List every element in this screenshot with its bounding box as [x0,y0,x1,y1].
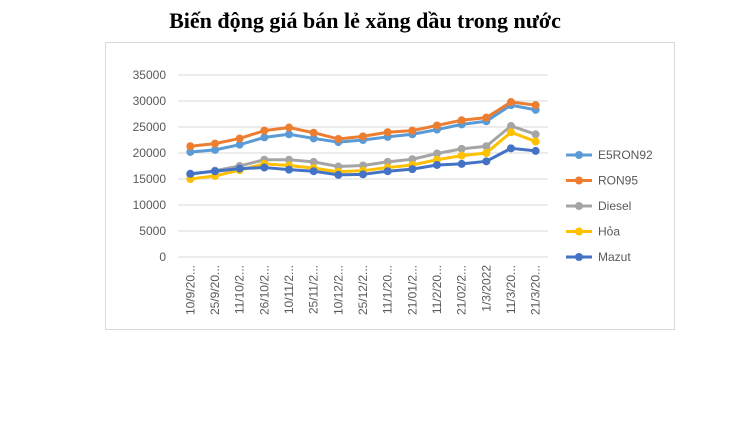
data-point [383,167,392,176]
series-group [186,98,540,183]
data-point [285,155,293,164]
data-point [359,170,367,179]
data-point [309,167,318,176]
data-point [309,134,318,143]
y-tick-label: 5000 [139,224,166,238]
x-tick-label: 10/12/2... [331,265,345,315]
data-point [309,157,318,166]
data-point [531,101,540,110]
data-point [285,123,293,132]
data-point [457,151,466,160]
y-tick-label: 10000 [133,198,167,212]
legend-label: Diesel [598,199,631,213]
data-point [457,144,466,153]
chart-frame [105,42,675,330]
data-point [433,121,441,130]
data-point [531,130,540,139]
x-tick-label: 10/9/20... [183,265,197,315]
data-point [285,165,293,174]
data-point [235,164,244,173]
x-tick-label: 21/3/20... [529,265,543,315]
data-point [186,169,195,178]
x-tick-label: 10/11/2... [282,265,296,314]
data-point [260,133,269,142]
legend-item-hỏa[interactable]: Hỏa [566,225,620,239]
legend-label: Mazut [598,250,631,264]
data-point [482,149,491,157]
x-axis: 10/9/20... 25/9/20... 11/10/2... 26/10/2...… [183,265,542,315]
data-point [531,146,540,155]
x-tick-label: 25/11/2... [307,265,321,314]
y-tick-label: 15000 [133,172,167,186]
legend-swatch-marker [575,227,583,236]
legend-label: Hỏa [598,225,620,239]
legend-item-mazut[interactable]: Mazut [566,250,631,264]
data-point [507,98,515,107]
x-tick-label: 1/3/2022 [479,265,493,312]
data-point [408,165,417,174]
data-point [334,170,343,179]
data-point [482,157,491,166]
x-tick-label: 25/12/2... [356,265,370,315]
data-point [359,132,367,141]
y-tick-label: 0 [159,250,166,264]
data-point [433,149,441,158]
legend-label: RON95 [598,174,638,188]
data-point [285,130,293,139]
x-tick-label: 26/10/2... [257,265,271,315]
gridlines [178,74,548,258]
legend-swatch-marker [575,202,583,210]
x-tick-label: 11/3/20... [504,265,518,314]
legend-item-ron95[interactable]: RON95 [566,174,638,188]
y-tick-label: 20000 [133,146,167,160]
y-axis: 0 5000 10000 15000 20000 25000 30000 35000 [133,68,167,264]
data-point [260,126,269,135]
data-point [211,139,219,148]
y-tick-label: 35000 [133,68,167,82]
data-point [383,128,392,137]
data-point [482,113,491,122]
data-point [507,128,515,137]
data-point [507,121,515,130]
legend[interactable]: E5RON92 RON95 Diesel Hỏa Mazut [566,148,653,264]
data-point [211,167,219,176]
x-tick-label: 21/02/2... [455,265,469,315]
data-point [186,142,195,151]
legend-swatch-marker [575,151,583,159]
x-tick-label: 11/2/20... [430,265,444,314]
data-point [334,134,343,143]
data-point [186,147,195,156]
legend-swatch-marker [575,176,583,185]
chart-title: Biến động giá bán lẻ xăng dầu trong nước [169,8,561,33]
data-point [457,159,466,168]
x-tick-label: 21/01/2... [405,265,419,315]
data-point [235,140,244,149]
data-point [211,145,219,154]
data-point [260,163,269,172]
legend-item-diesel[interactable]: Diesel [566,199,631,213]
legend-label: E5RON92 [598,148,653,162]
legend-item-e5ron92[interactable]: E5RON92 [566,148,653,162]
data-point [433,160,441,169]
data-point [383,157,392,166]
legend-swatch-marker [575,253,583,261]
data-point [408,155,417,164]
x-tick-label: 11/1/20... [381,265,395,314]
y-tick-label: 25000 [133,120,167,134]
data-point [408,126,417,135]
data-point [482,142,491,151]
data-point [309,128,318,137]
data-point [507,144,515,153]
x-tick-label: 11/10/2... [233,265,247,314]
data-point [235,134,244,143]
y-tick-label: 30000 [133,94,167,108]
x-tick-label: 25/9/20... [208,265,222,315]
data-point [531,137,540,146]
data-point [457,116,466,125]
